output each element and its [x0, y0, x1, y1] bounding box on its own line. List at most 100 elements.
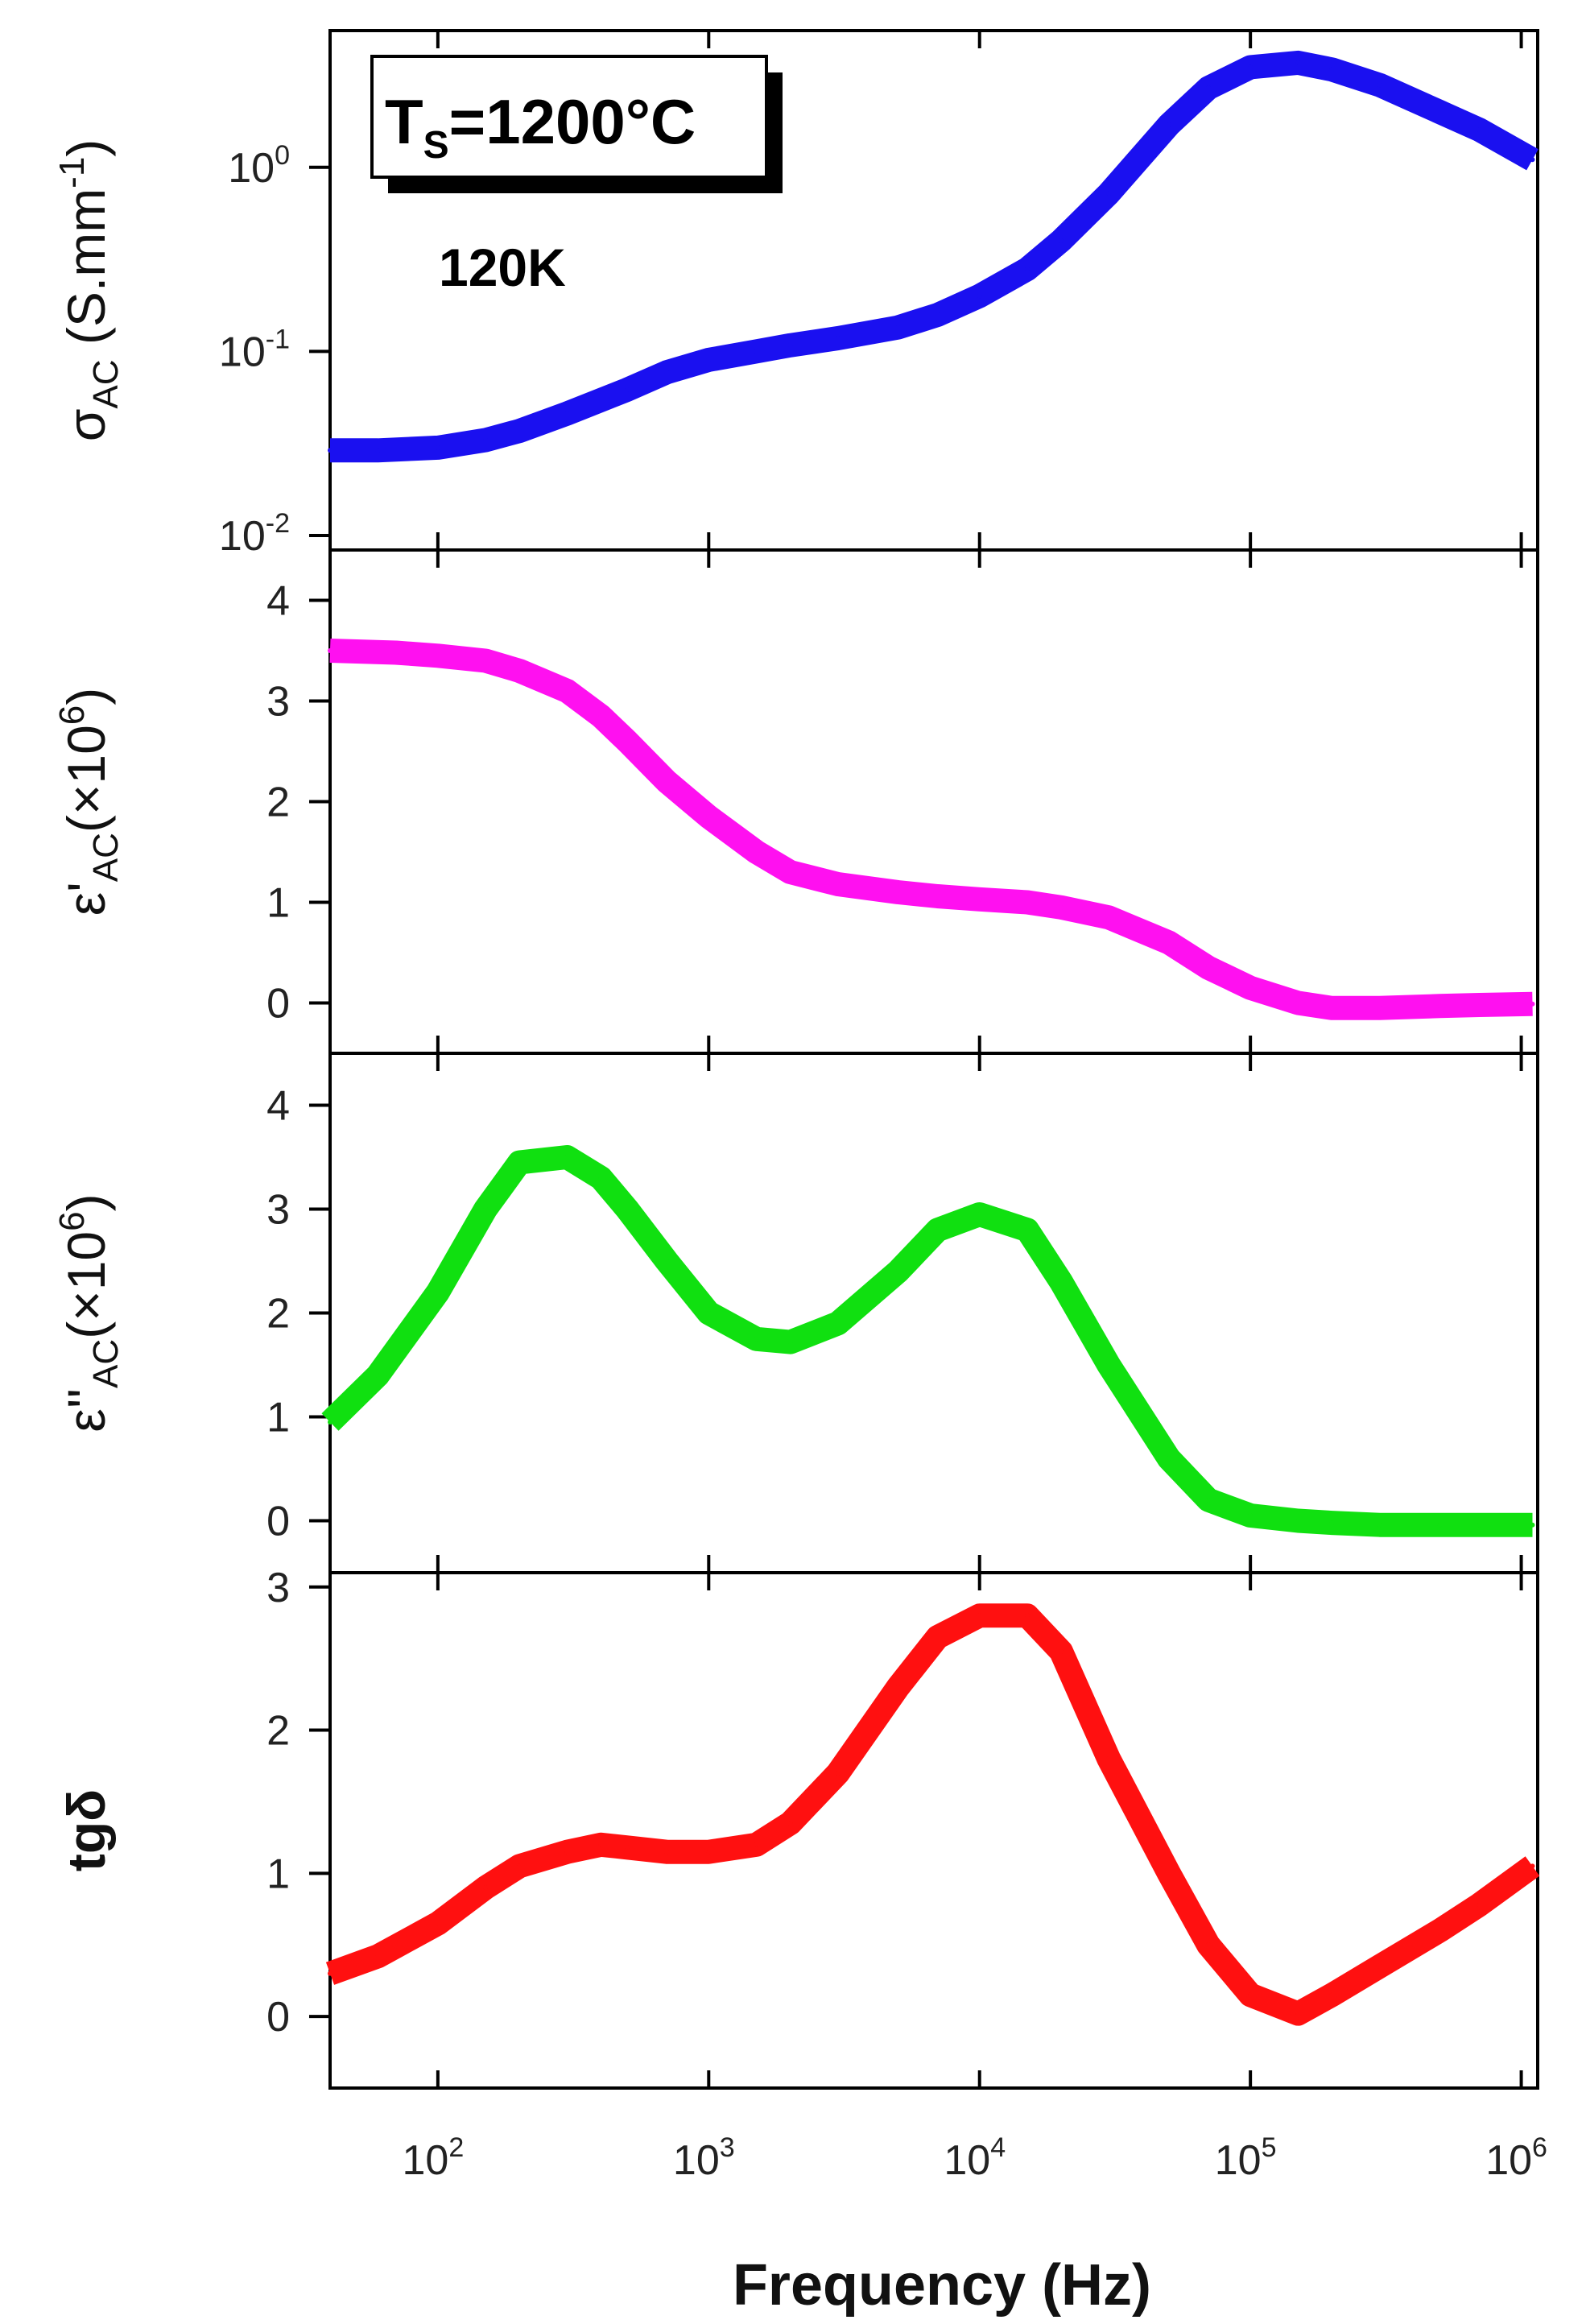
data-point-eps_imag-27: [1530, 1522, 1535, 1528]
data-point-sigma-23: [1377, 82, 1382, 88]
data-point-sigma-1: [375, 448, 381, 453]
data-point-tg-16: [1025, 1613, 1030, 1619]
data-point-eps_real-9: [706, 814, 712, 820]
ts-annotation-text: TS=1200°C: [385, 86, 696, 167]
data-point-sigma-14: [977, 293, 982, 299]
data-point-eps_real-14: [935, 894, 940, 899]
data-point-eps_imag-15: [977, 1212, 982, 1217]
data-point-eps_real-7: [625, 738, 630, 744]
data-point-tg-4: [517, 1863, 522, 1869]
data-point-sigma-19: [1206, 85, 1211, 91]
y-tick-label-sigma-0: 100: [228, 140, 290, 192]
data-point-eps_real-11: [787, 870, 793, 875]
data-point-tg-14: [935, 1635, 940, 1640]
data-point-eps_imag-0: [328, 1420, 332, 1425]
data-point-eps_imag-14: [935, 1227, 940, 1233]
data-point-tg-2: [435, 1921, 440, 1926]
data-point-eps_real-19: [1166, 940, 1171, 945]
data-point-tg-3: [483, 1885, 489, 1891]
data-point-tg-6: [598, 1842, 604, 1847]
data-point-eps_imag-9: [706, 1310, 712, 1316]
data-point-tg-25: [1437, 1928, 1443, 1933]
series-line-eps_imag: [321, 1145, 1533, 1537]
data-point-sigma-21: [1295, 60, 1301, 65]
data-point-tg-18: [1106, 1756, 1112, 1762]
data-point-eps_imag-16: [1025, 1227, 1030, 1233]
data-point-eps_imag-4: [517, 1160, 522, 1165]
data-point-eps_real-10: [754, 850, 759, 854]
data-point-eps_real-23: [1329, 1005, 1335, 1011]
panel-eps-imag-frame: [328, 1052, 1539, 1574]
y-tick-label-eps_real-2: 2: [266, 779, 290, 826]
x-tick-label-4: 106: [1485, 2132, 1547, 2184]
panel-eps-real-frame: [328, 548, 1539, 1055]
data-point-tg-22: [1295, 2011, 1301, 2016]
data-point-tg-20: [1206, 1942, 1211, 1948]
data-point-tg-24: [1377, 1963, 1382, 1969]
data-point-eps_real-17: [1059, 904, 1064, 910]
y-tick-label-eps_imag-1: 1: [266, 1395, 290, 1441]
data-point-eps_imag-11: [787, 1339, 793, 1345]
data-point-eps_imag-21: [1248, 1513, 1254, 1518]
data-point-sigma-8: [706, 357, 712, 362]
data-point-sigma-7: [664, 370, 670, 375]
data-point-eps_imag-26: [1477, 1522, 1482, 1528]
data-point-tg-8: [664, 1849, 670, 1855]
data-point-sigma-3: [483, 437, 489, 443]
y-tick-label-eps_real-4: 4: [266, 578, 290, 625]
y-tick-label-eps_real-0: 0: [266, 981, 290, 1028]
y-tick-label-sigma-2: 10-2: [219, 508, 290, 560]
data-point-tg-10: [754, 1842, 759, 1847]
data-point-eps_imag-6: [598, 1175, 604, 1181]
data-point-sigma-16: [1059, 238, 1064, 243]
data-point-sigma-11: [835, 336, 840, 341]
series-line-tg: [325, 1603, 1540, 2026]
data-point-eps_imag-22: [1295, 1518, 1301, 1524]
data-point-eps_real-18: [1106, 915, 1112, 920]
data-point-sigma-22: [1329, 67, 1335, 72]
data-point-eps_imag-18: [1106, 1363, 1112, 1367]
data-point-eps_imag-10: [754, 1336, 759, 1342]
data-point-sigma-13: [935, 312, 940, 317]
data-point-tg-26: [1477, 1902, 1482, 1908]
data-point-sigma-24: [1437, 110, 1443, 114]
data-point-eps_real-6: [598, 713, 604, 719]
data-point-eps_real-4: [517, 668, 522, 673]
data-point-sigma-6: [625, 387, 630, 392]
y-tick-label-eps_imag-0: 0: [266, 1499, 290, 1545]
y-axis-label-text-sigma: σAC (S.mm-1): [52, 139, 126, 442]
data-point-tg-15: [977, 1613, 982, 1619]
data-point-tg-11: [787, 1821, 793, 1826]
data-point-eps_real-1: [393, 650, 399, 655]
data-point-eps_imag-13: [895, 1268, 901, 1274]
data-point-tg-21: [1248, 1992, 1254, 1998]
data-point-eps_imag-20: [1206, 1497, 1211, 1503]
data-point-sigma-25: [1477, 127, 1482, 133]
data-point-eps_real-22: [1295, 1000, 1301, 1006]
data-point-eps_real-26: [1477, 1003, 1482, 1007]
y-tick-label-eps_imag-2: 2: [266, 1291, 290, 1338]
data-point-tg-19: [1166, 1871, 1171, 1876]
data-point-sigma-5: [564, 411, 570, 416]
x-tick-label-3: 105: [1215, 2132, 1277, 2184]
data-point-tg-5: [564, 1849, 570, 1855]
data-point-eps_real-13: [895, 890, 901, 895]
data-point-sigma-15: [1025, 267, 1030, 272]
data-point-sigma-26: [1530, 157, 1535, 163]
data-point-tg-1: [375, 1954, 381, 1959]
data-point-tg-7: [625, 1845, 630, 1851]
data-point-tg-13: [895, 1685, 901, 1690]
data-point-sigma-9: [754, 349, 759, 354]
data-point-eps_imag-24: [1377, 1522, 1382, 1528]
y-axis-label-text-eps_imag: ε''AC(×106): [52, 1193, 126, 1432]
y-axis-label-sigma: σAC (S.mm-1): [52, 139, 126, 442]
data-point-eps_real-25: [1437, 1003, 1443, 1009]
y-tick-label-eps_imag-4: 4: [266, 1083, 290, 1130]
ts-annotation: TS=1200°C: [370, 55, 783, 193]
data-point-eps_real-27: [1530, 1001, 1535, 1007]
y-tick-label-eps_real-1: 1: [266, 880, 290, 927]
x-axis-label: Frequency (Hz): [733, 2253, 1151, 2318]
data-point-sigma-20: [1248, 64, 1254, 70]
data-point-sigma-17: [1106, 191, 1112, 196]
